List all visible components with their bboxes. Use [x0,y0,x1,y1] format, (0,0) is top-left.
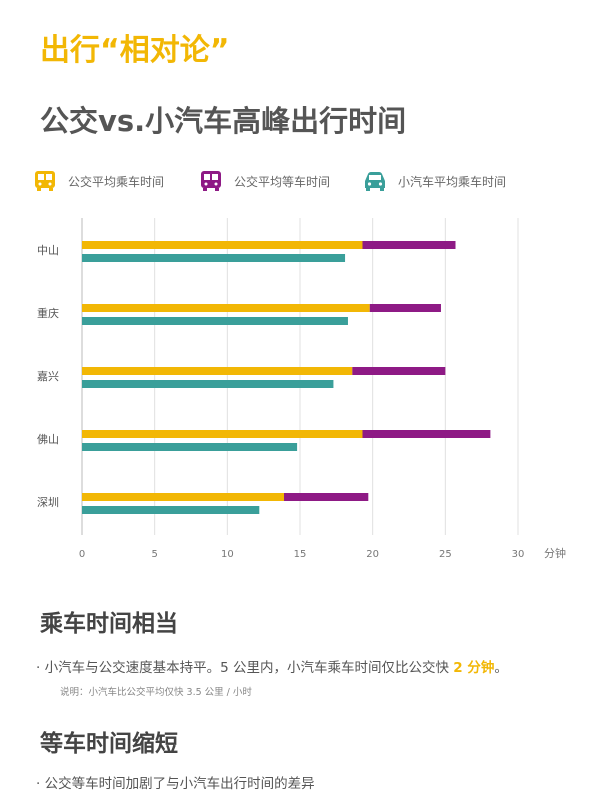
category-label: 深圳 [37,496,59,509]
bar [82,254,346,262]
section-text-part: · 小汽车与公交速度基本持平。5 公里内，小汽车乘车时间仅比公交快 [36,660,454,676]
x-tick-label: 10 [221,549,234,560]
page-title: 出行“相对论” [40,33,230,68]
legend-item-car-ride: 小汽车平均乘车时间 [362,168,506,194]
highlight-value: 2 分钟 [453,660,495,676]
section-text: · 公交等车时间加剧了与小汽车出行时间的差异 [36,776,315,792]
chart-title: 公交vs.小汽车高峰出行时间 [40,104,407,138]
bar-segment [362,430,491,438]
legend-label: 小汽车平均乘车时间 [398,174,507,189]
x-axis-unit: 分钟 [544,546,566,560]
bar-segment [369,304,441,312]
x-tick-label: 30 [512,549,525,560]
legend-item-bus-ride: 公交平均乘车时间 [32,168,164,194]
section-text-part: 。 [494,660,508,676]
legend-label: 公交平均乘车时间 [68,174,165,189]
x-tick-label: 20 [366,549,379,560]
legend-label: 公交平均等车时间 [234,174,331,189]
x-tick-label: 0 [79,549,85,560]
section-heading: 乘车时间相当 [40,611,178,637]
bar-segment [82,430,363,438]
category-label: 中山 [37,244,59,257]
bar [82,380,334,388]
bar [82,317,348,325]
x-tick-label: 25 [439,549,452,560]
category-label: 嘉兴 [37,369,59,383]
bar-segment [362,241,456,249]
legend-item-bus-wait: 公交平均等车时间 [198,168,330,194]
bus-icon [201,171,221,191]
x-tick-label: 15 [294,549,307,560]
bar-segment [82,241,363,249]
bar-segment [82,304,370,312]
category-label: 重庆 [37,306,59,320]
bar-segment [82,367,353,375]
bar-segment [82,493,285,501]
bus-icon [35,171,55,191]
bar [82,443,298,451]
bar-segment [352,367,446,375]
section-text: · 小汽车与公交速度基本持平。5 公里内，小汽车乘车时间仅比公交快 2 分钟。 [36,656,508,676]
bar-segment [284,493,369,501]
category-label: 佛山 [37,433,59,446]
bar [82,506,260,514]
section-note: 说明：小汽车比公交平均仅快 3.5 公里 / 小时 [60,687,252,698]
car-icon [365,172,385,191]
x-tick-label: 5 [151,549,157,560]
section-heading: 等车时间缩短 [40,731,178,757]
